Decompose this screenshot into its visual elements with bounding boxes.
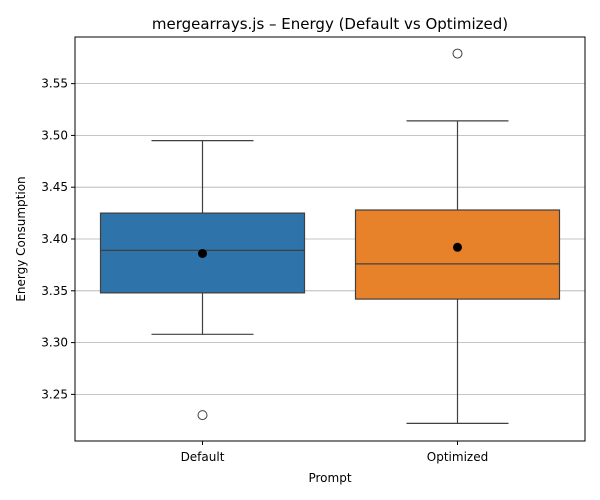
x-tick-label: Optimized [427, 450, 488, 464]
box-group-default [99, 139, 306, 421]
x-axis-label: Prompt [308, 471, 351, 485]
x-tick-label: Default [181, 450, 225, 464]
y-axis: 3.25 3.30 3.35 3.40 3.45 3.50 3.55 [41, 77, 75, 401]
box-layer [99, 48, 561, 424]
box-iqr [354, 209, 561, 300]
y-tick-label: 3.35 [41, 284, 68, 298]
y-axis-label: Energy Consumption [14, 176, 28, 301]
y-tick-label: 3.25 [41, 387, 68, 401]
mean-marker [198, 249, 207, 259]
x-axis: Default Optimized [181, 441, 488, 464]
outlier-point [452, 48, 463, 59]
chart-title: mergearrays.js – Energy (Default vs Opti… [152, 15, 508, 33]
mean-marker [453, 242, 462, 252]
y-tick-label: 3.55 [41, 77, 68, 91]
y-tick-label: 3.50 [41, 128, 68, 142]
box-group-optimized [354, 48, 561, 424]
y-tick-label: 3.30 [41, 336, 68, 350]
y-tick-label: 3.45 [41, 180, 68, 194]
y-tick-label: 3.40 [41, 232, 68, 246]
outlier-point [197, 410, 208, 421]
